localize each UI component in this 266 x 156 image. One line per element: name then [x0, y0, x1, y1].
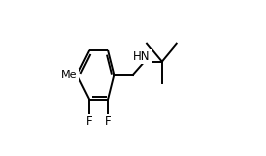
Text: HN: HN: [133, 50, 151, 63]
Text: F: F: [105, 115, 111, 128]
Text: F: F: [86, 115, 93, 128]
Text: Me: Me: [61, 70, 78, 80]
